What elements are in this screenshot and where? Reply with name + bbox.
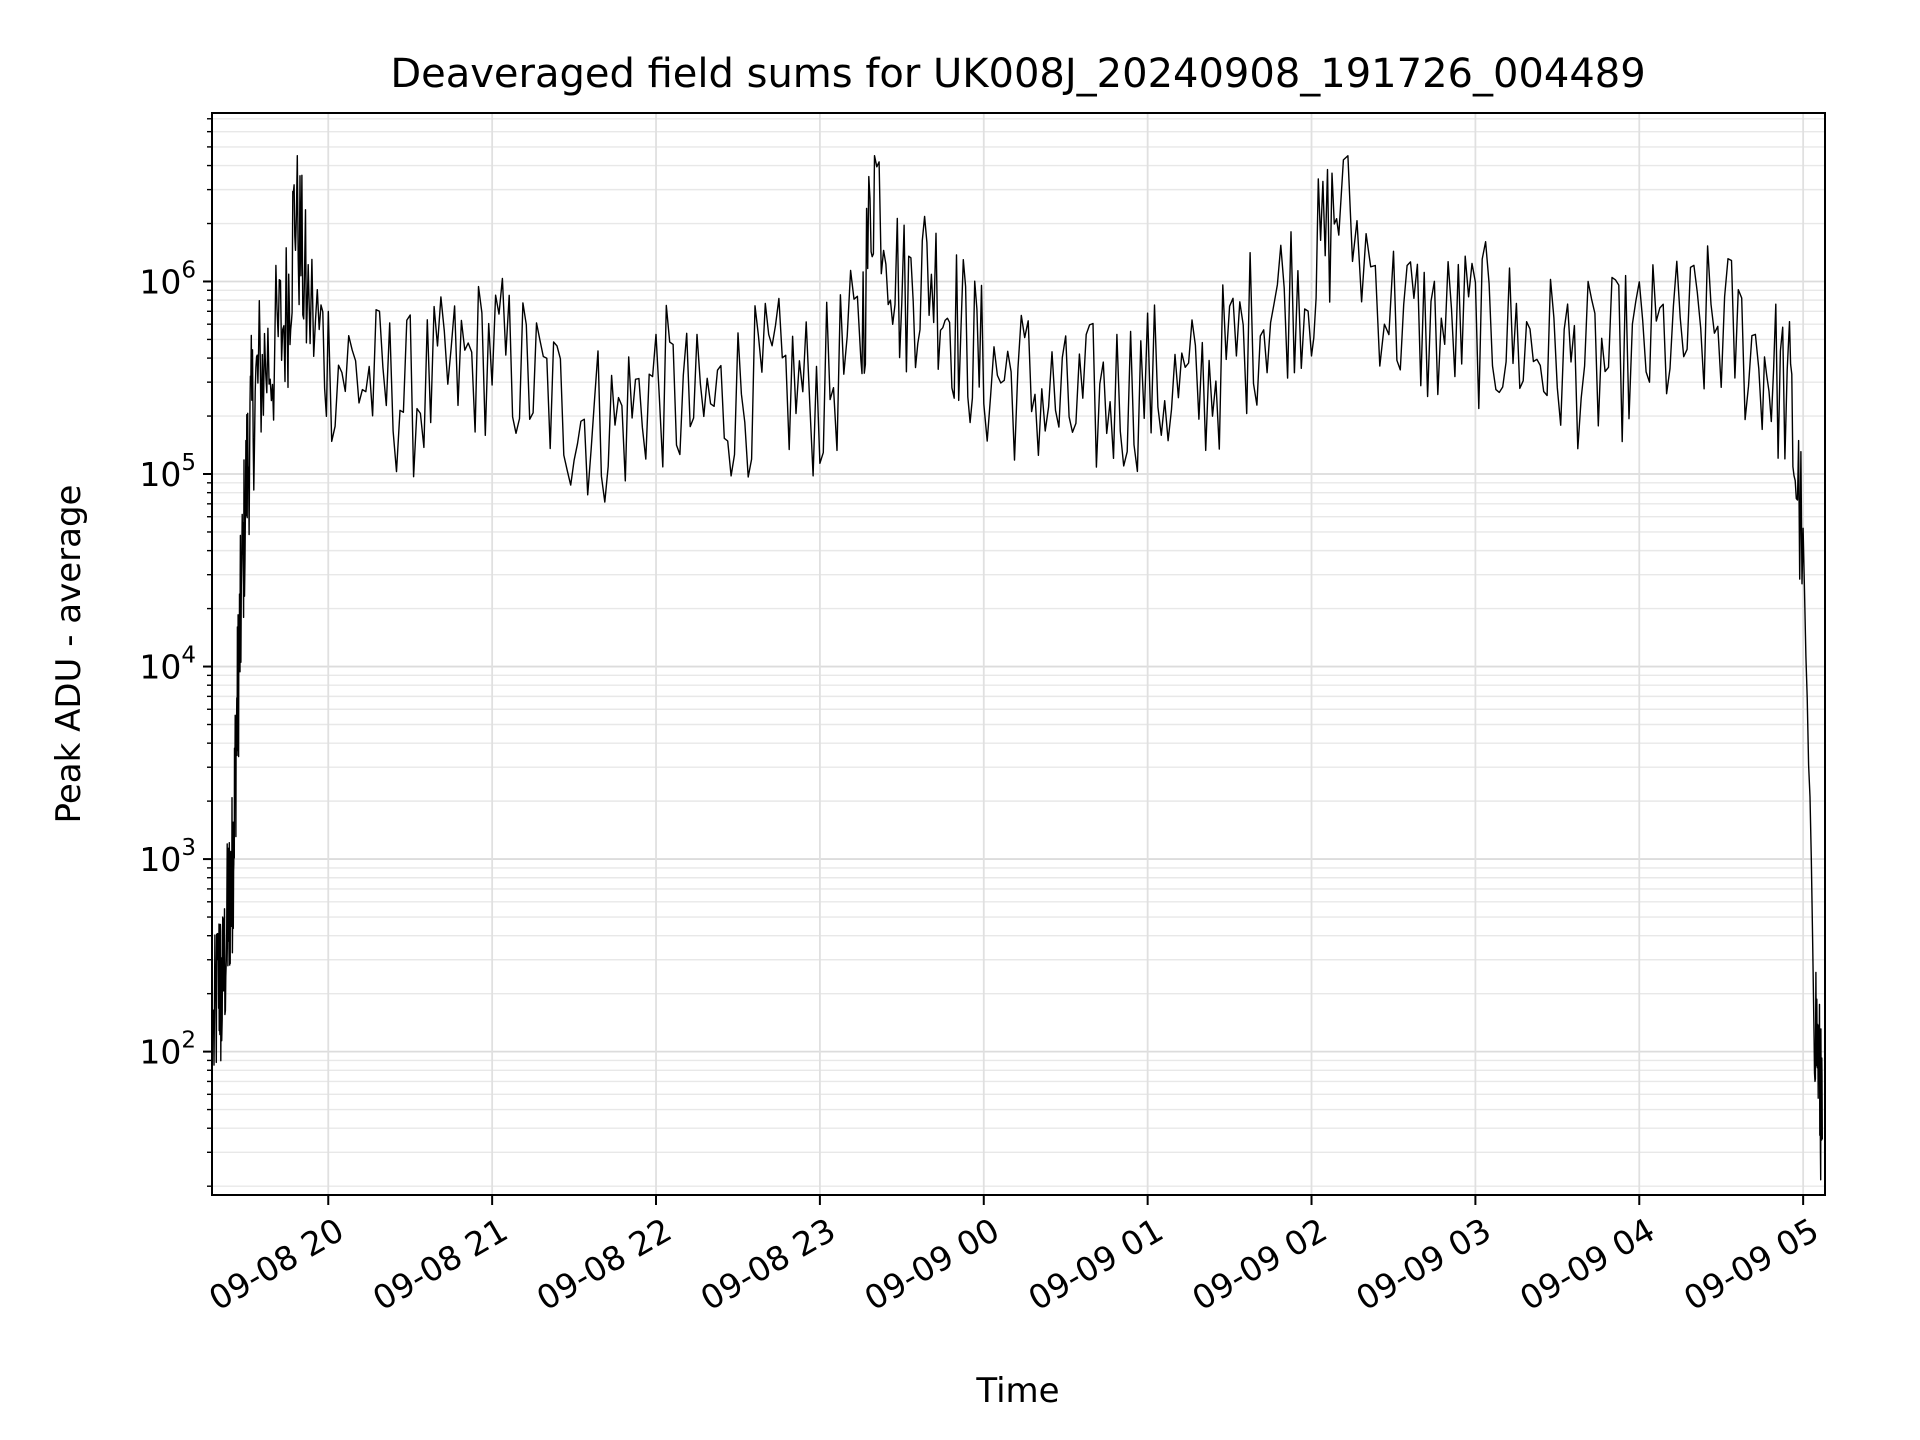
- y-tick-exponent: 3: [181, 835, 196, 861]
- chart-title: Deaveraged field sums for UK008J_2024090…: [390, 51, 1645, 97]
- y-tick-exponent: 4: [181, 643, 196, 669]
- grid-layer: [212, 113, 1825, 1195]
- x-axis-label: Time: [975, 1371, 1059, 1411]
- series-line: [212, 155, 1823, 1181]
- y-tick-base: 10: [139, 840, 181, 879]
- y-axis-label: Peak ADU - average: [49, 485, 89, 824]
- y-tick-base: 10: [139, 1033, 181, 1072]
- y-tick-label: 106: [139, 257, 196, 301]
- series-layer: [212, 155, 1823, 1181]
- y-tick-label: 103: [139, 835, 196, 879]
- y-tick-label: 104: [139, 643, 196, 687]
- y-tick-label: 105: [139, 450, 196, 494]
- plot-frame: [211, 112, 1826, 1196]
- y-tick-exponent: 6: [181, 257, 196, 283]
- y-tick-label: 102: [139, 1028, 196, 1072]
- y-tick-base: 10: [139, 455, 181, 494]
- y-tick-exponent: 5: [181, 450, 196, 476]
- y-tick-base: 10: [139, 648, 181, 687]
- y-tick-exponent: 2: [181, 1028, 196, 1054]
- y-tick-base: 10: [139, 262, 181, 301]
